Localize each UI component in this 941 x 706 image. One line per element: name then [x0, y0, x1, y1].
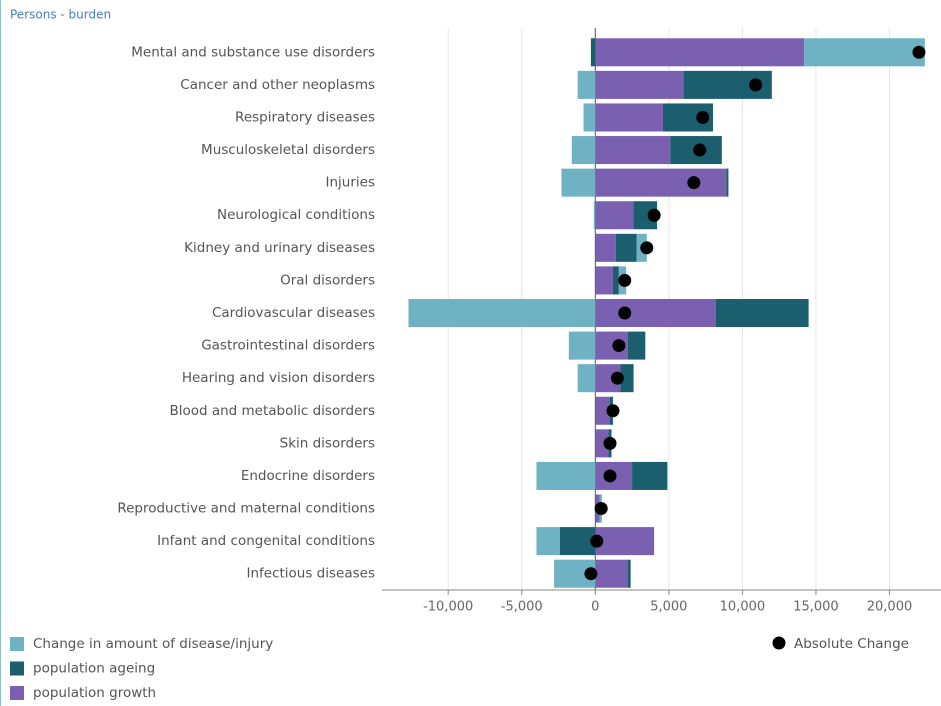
absolute-change-dot — [749, 78, 763, 92]
category-label: Infant and congenital conditions — [157, 533, 375, 549]
absolute-change-dot — [610, 371, 624, 385]
absolute-change-dot — [640, 241, 654, 255]
legend-dot — [772, 636, 786, 650]
bar-segment — [583, 103, 596, 132]
category-label: Hearing and vision disorders — [182, 370, 375, 386]
legend-label: Absolute Change — [794, 636, 909, 652]
category-label: Gastrointestinal disorders — [201, 338, 375, 354]
bar-segment — [536, 527, 560, 556]
x-tick-label: -5,000 — [501, 600, 543, 615]
category-label: Infectious diseases — [246, 566, 375, 582]
bar-segment — [595, 527, 655, 556]
category-label: Cardiovascular diseases — [212, 305, 375, 321]
bar-segment — [577, 364, 596, 393]
legend-label: Change in amount of disease/injury — [33, 636, 273, 652]
absolute-change-dot — [603, 436, 617, 450]
category-label: Respiratory diseases — [235, 109, 375, 125]
bar-segment — [595, 559, 628, 588]
bar-segment — [595, 298, 716, 328]
bar-segment — [620, 364, 634, 393]
bar-segment — [595, 233, 616, 262]
x-tick-label: 0 — [591, 600, 599, 615]
bar-segment — [595, 168, 727, 197]
bar-segment — [726, 168, 729, 197]
absolute-change-dot — [584, 567, 598, 581]
bar-segment — [536, 461, 596, 490]
legend-swatch — [10, 637, 24, 651]
bar-segment — [627, 559, 631, 588]
bar-segment — [615, 233, 637, 262]
bar-segment — [595, 396, 611, 425]
category-label: Reproductive and maternal conditions — [117, 501, 375, 517]
category-label: Skin disorders — [280, 435, 375, 451]
bar-segment — [595, 429, 609, 458]
category-label: Neurological conditions — [217, 207, 375, 223]
legend-swatch — [10, 686, 24, 700]
absolute-change-dot — [594, 502, 608, 516]
bar-segment — [590, 38, 596, 67]
bar-segment — [595, 136, 671, 165]
category-label: Blood and metabolic disorders — [169, 403, 375, 419]
absolute-change-dot — [590, 534, 604, 548]
category-label: Injuries — [326, 175, 376, 191]
absolute-change-dot — [606, 404, 620, 418]
legend-label: population growth — [33, 685, 156, 701]
bar-segment — [633, 201, 658, 230]
absolute-change-dot — [693, 143, 707, 157]
absolute-change-dot — [912, 45, 926, 59]
bar-segment — [632, 461, 668, 490]
category-label: Oral disorders — [280, 272, 375, 288]
x-tick-label: 10,000 — [720, 600, 766, 615]
bar-segment — [571, 136, 596, 165]
category-label: Kidney and urinary diseases — [184, 240, 375, 256]
category-label: Mental and substance use disorders — [131, 44, 375, 60]
bar-segment — [568, 331, 596, 360]
chart-title: Persons - burden — [10, 8, 111, 22]
bar-segment — [595, 201, 634, 230]
bar-segment — [804, 38, 925, 67]
category-label: Cancer and other neoplasms — [180, 77, 375, 93]
bar-segment — [559, 527, 596, 556]
absolute-change-dot — [603, 469, 617, 483]
category-label: Endocrine disorders — [241, 468, 375, 484]
absolute-change-dot — [618, 273, 632, 287]
absolute-change-dot — [612, 339, 626, 353]
bar-segment — [595, 38, 805, 67]
bar-segment — [577, 70, 596, 99]
x-tick-label: -10,000 — [423, 600, 473, 615]
bar-segment — [627, 331, 646, 360]
bar-segment — [595, 103, 663, 132]
bar-segment — [715, 298, 809, 328]
bar-segment — [595, 70, 684, 99]
bar-segment — [612, 266, 619, 295]
absolute-change-dot — [696, 110, 710, 124]
x-tick-label: 20,000 — [867, 600, 913, 615]
absolute-change-dot — [687, 176, 701, 190]
bar-segment — [561, 168, 596, 197]
bar-segment — [593, 201, 596, 230]
legend-label: population ageing — [33, 661, 155, 677]
absolute-change-dot — [647, 208, 661, 222]
absolute-change-dot — [618, 306, 632, 320]
x-tick-label: 15,000 — [793, 600, 839, 615]
bar-segment — [595, 266, 613, 295]
x-tick-label: 5,000 — [650, 600, 687, 615]
legend-swatch — [10, 661, 24, 676]
category-label: Musculoskeletal disorders — [201, 142, 375, 158]
bar-segment — [408, 298, 596, 328]
